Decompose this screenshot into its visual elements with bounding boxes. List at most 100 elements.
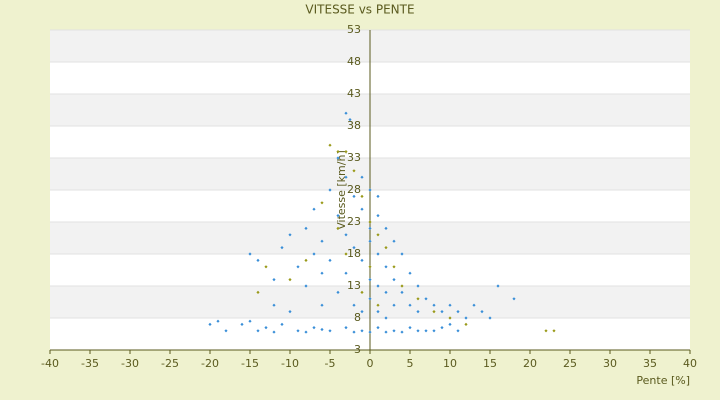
data-point bbox=[288, 310, 292, 314]
data-point bbox=[272, 303, 276, 307]
data-point bbox=[328, 143, 332, 147]
data-point bbox=[336, 156, 340, 160]
data-point bbox=[384, 265, 388, 269]
data-point bbox=[248, 319, 252, 323]
data-point bbox=[344, 111, 348, 115]
data-point bbox=[256, 329, 260, 333]
data-point bbox=[552, 329, 556, 333]
data-point bbox=[480, 310, 484, 314]
x-tick-label: 20 bbox=[523, 357, 537, 370]
data-point bbox=[352, 330, 356, 334]
data-point bbox=[400, 252, 404, 256]
y-tick-label: 43 bbox=[347, 87, 361, 100]
x-tick-label: 40 bbox=[683, 357, 697, 370]
data-point bbox=[352, 246, 356, 250]
data-point bbox=[400, 330, 404, 334]
data-point bbox=[432, 303, 436, 307]
x-tick-label: -20 bbox=[201, 357, 219, 370]
data-point bbox=[384, 226, 388, 230]
data-point bbox=[376, 303, 380, 307]
data-point bbox=[448, 303, 452, 307]
data-point bbox=[312, 207, 316, 211]
data-point bbox=[348, 118, 352, 122]
x-tick-label: -25 bbox=[161, 357, 179, 370]
data-point bbox=[392, 265, 396, 269]
x-tick-label: -10 bbox=[281, 357, 299, 370]
data-point bbox=[304, 284, 308, 288]
y-axis-label: Vitesse [km/h] bbox=[335, 150, 348, 230]
x-tick-label: -35 bbox=[81, 357, 99, 370]
data-point bbox=[440, 326, 444, 330]
y-tick-label: 3 bbox=[354, 343, 361, 356]
data-point bbox=[408, 271, 412, 275]
y-tick-label: 53 bbox=[347, 23, 361, 36]
x-tick-label: 0 bbox=[367, 357, 374, 370]
data-point bbox=[496, 284, 500, 288]
data-point bbox=[344, 175, 348, 179]
data-point bbox=[328, 329, 332, 333]
data-point bbox=[488, 316, 492, 320]
y-tick-label: 23 bbox=[347, 215, 361, 228]
data-point bbox=[384, 330, 388, 334]
x-axis-label: Pente [%] bbox=[636, 374, 690, 387]
data-point bbox=[280, 246, 284, 250]
y-tick-label: 38 bbox=[347, 119, 361, 132]
data-point bbox=[256, 258, 260, 262]
data-point bbox=[544, 329, 548, 333]
data-point bbox=[304, 330, 308, 334]
data-point bbox=[304, 226, 308, 230]
y-tick-label: 28 bbox=[347, 183, 361, 196]
data-point bbox=[368, 265, 372, 269]
data-point bbox=[384, 290, 388, 294]
data-point bbox=[360, 194, 364, 198]
data-point bbox=[328, 188, 332, 192]
data-point bbox=[272, 278, 276, 282]
data-point bbox=[448, 322, 452, 326]
data-point bbox=[320, 239, 324, 243]
data-point bbox=[240, 322, 244, 326]
data-point bbox=[208, 322, 212, 326]
data-point bbox=[256, 290, 260, 294]
data-point bbox=[344, 252, 348, 256]
data-point bbox=[312, 326, 316, 330]
data-point bbox=[360, 310, 364, 314]
data-point bbox=[392, 239, 396, 243]
data-point bbox=[408, 303, 412, 307]
chart-title: VITESSE vs PENTE bbox=[305, 3, 414, 17]
data-point bbox=[432, 310, 436, 314]
data-point bbox=[376, 284, 380, 288]
x-tick-label: -30 bbox=[121, 357, 139, 370]
data-point bbox=[472, 303, 476, 307]
y-tick-label: 8 bbox=[354, 311, 361, 324]
data-point bbox=[296, 265, 300, 269]
data-point bbox=[216, 319, 220, 323]
data-point bbox=[248, 252, 252, 256]
data-point bbox=[288, 278, 292, 282]
data-point bbox=[360, 258, 364, 262]
x-tick-label: -15 bbox=[241, 357, 259, 370]
data-point bbox=[368, 278, 372, 282]
data-point bbox=[312, 252, 316, 256]
data-point bbox=[424, 297, 428, 301]
data-point bbox=[304, 258, 308, 262]
data-point bbox=[344, 233, 348, 237]
x-tick-label: -5 bbox=[325, 357, 336, 370]
y-tick-label: 33 bbox=[347, 151, 361, 164]
data-point bbox=[448, 316, 452, 320]
data-point bbox=[376, 326, 380, 330]
data-point bbox=[360, 175, 364, 179]
data-point bbox=[416, 310, 420, 314]
data-point bbox=[352, 194, 356, 198]
data-point bbox=[416, 297, 420, 301]
x-tick-label: 30 bbox=[603, 357, 617, 370]
x-tick-label: 10 bbox=[443, 357, 457, 370]
data-point bbox=[368, 226, 372, 230]
data-point bbox=[376, 214, 380, 218]
data-point bbox=[336, 226, 340, 230]
data-point bbox=[320, 271, 324, 275]
data-point bbox=[392, 303, 396, 307]
data-point bbox=[344, 326, 348, 330]
data-point bbox=[272, 330, 276, 334]
data-point bbox=[408, 326, 412, 330]
data-point bbox=[328, 258, 332, 262]
